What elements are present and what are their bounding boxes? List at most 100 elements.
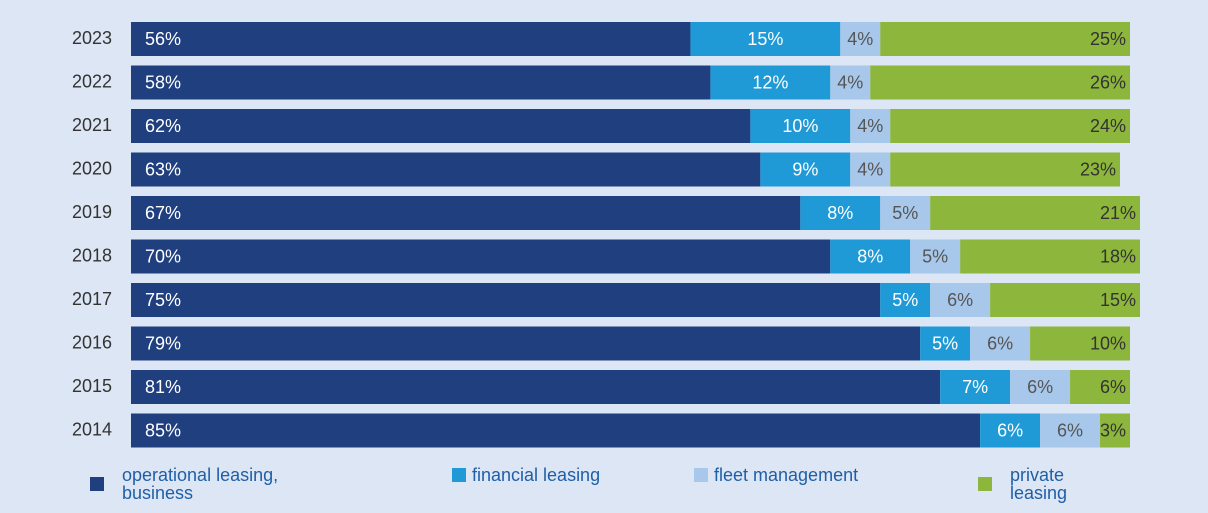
bar-segment xyxy=(890,109,1130,143)
value-label: 25% xyxy=(1090,29,1126,49)
value-label: 24% xyxy=(1090,116,1126,136)
bar-segment xyxy=(880,22,1130,56)
bar-segment xyxy=(940,370,1011,404)
value-label: 26% xyxy=(1090,72,1126,92)
legend-item: private leasing xyxy=(978,466,1080,502)
value-label: 4% xyxy=(857,159,883,179)
bar-segment xyxy=(131,239,831,274)
y-tick-label: 2016 xyxy=(72,332,112,352)
y-tick-label: 2014 xyxy=(72,419,112,439)
bar-segment xyxy=(930,283,991,317)
bar-segment xyxy=(1100,413,1130,448)
value-label: 6% xyxy=(1057,420,1083,440)
y-tick-label: 2021 xyxy=(72,115,112,135)
value-label: 6% xyxy=(1027,377,1053,397)
bar-segment xyxy=(1010,370,1071,404)
value-label: 23% xyxy=(1080,159,1116,179)
legend-label: private leasing xyxy=(1010,465,1068,503)
legend-item: operational leasing, business xyxy=(90,466,332,502)
value-label: 62% xyxy=(145,116,181,136)
legend-item: financial leasing xyxy=(452,466,672,484)
value-label: 6% xyxy=(947,290,973,310)
bar-segment xyxy=(690,22,841,56)
value-label: 8% xyxy=(827,203,853,223)
value-label: 5% xyxy=(932,333,958,353)
bar-segment xyxy=(131,109,751,143)
bar-segment xyxy=(1040,413,1101,448)
bar-segment xyxy=(880,283,931,317)
y-tick-label: 2020 xyxy=(72,158,112,178)
value-label: 5% xyxy=(892,290,918,310)
bar-segment xyxy=(131,196,801,230)
value-label: 21% xyxy=(1100,203,1136,223)
value-label: 81% xyxy=(145,377,181,397)
value-label: 75% xyxy=(145,290,181,310)
value-label: 12% xyxy=(752,72,788,92)
legend-label: operational leasing, business xyxy=(122,465,279,503)
bar-segment xyxy=(980,413,1041,448)
value-label: 70% xyxy=(145,246,181,266)
bar-segment xyxy=(131,22,691,56)
value-label: 79% xyxy=(145,333,181,353)
bar-segment xyxy=(750,109,851,143)
value-label: 10% xyxy=(1090,333,1126,353)
value-label: 18% xyxy=(1100,246,1136,266)
bar-segment xyxy=(890,152,1121,187)
bar-segment xyxy=(131,326,921,361)
y-tick-label: 2017 xyxy=(72,289,112,309)
bar-segment xyxy=(830,239,911,274)
value-label: 9% xyxy=(792,159,818,179)
value-label: 8% xyxy=(857,246,883,266)
bar-segment xyxy=(880,196,931,230)
bar-segment xyxy=(131,370,941,404)
y-tick-label: 2022 xyxy=(72,71,112,91)
value-label: 85% xyxy=(145,420,181,440)
value-label: 15% xyxy=(747,29,783,49)
bar-segment xyxy=(850,152,891,187)
value-label: 4% xyxy=(857,116,883,136)
y-tick-label: 2019 xyxy=(72,202,112,222)
value-label: 3% xyxy=(1100,420,1126,440)
bar-segment xyxy=(800,196,881,230)
value-label: 58% xyxy=(145,72,181,92)
legend-label: fleet management xyxy=(714,465,859,485)
legend-item: fleet management xyxy=(694,466,934,484)
bar-segment xyxy=(760,152,851,187)
y-tick-label: 2018 xyxy=(72,245,112,265)
value-label: 10% xyxy=(782,116,818,136)
bar-segment xyxy=(131,152,761,187)
bar-segment xyxy=(840,22,881,56)
bar-segment xyxy=(870,65,1130,100)
legend-swatch xyxy=(694,468,708,482)
bar-segment xyxy=(131,283,881,317)
bar-segment xyxy=(920,326,971,361)
bar-segment xyxy=(990,283,1140,317)
legend-swatch xyxy=(452,468,466,482)
bar-segment xyxy=(1070,370,1130,404)
value-label: 4% xyxy=(837,72,863,92)
bar-segment xyxy=(930,196,1140,230)
value-label: 4% xyxy=(847,29,873,49)
value-label: 5% xyxy=(922,246,948,266)
value-label: 6% xyxy=(997,420,1023,440)
bar-segment xyxy=(970,326,1031,361)
bar-segment xyxy=(131,65,711,100)
value-label: 6% xyxy=(987,333,1013,353)
value-label: 67% xyxy=(145,203,181,223)
y-tick-label: 2015 xyxy=(72,376,112,396)
value-label: 15% xyxy=(1100,290,1136,310)
bar-segment xyxy=(1030,326,1130,361)
value-label: 56% xyxy=(145,29,181,49)
legend-swatch xyxy=(978,477,992,491)
value-label: 63% xyxy=(145,159,181,179)
legend-swatch xyxy=(90,477,104,491)
bar-segment xyxy=(960,239,1140,274)
bar-segment xyxy=(710,65,831,100)
bar-segment xyxy=(850,109,891,143)
value-label: 5% xyxy=(892,203,918,223)
bar-segment xyxy=(910,239,961,274)
y-tick-label: 2023 xyxy=(72,28,112,48)
bar-segment xyxy=(131,413,981,448)
